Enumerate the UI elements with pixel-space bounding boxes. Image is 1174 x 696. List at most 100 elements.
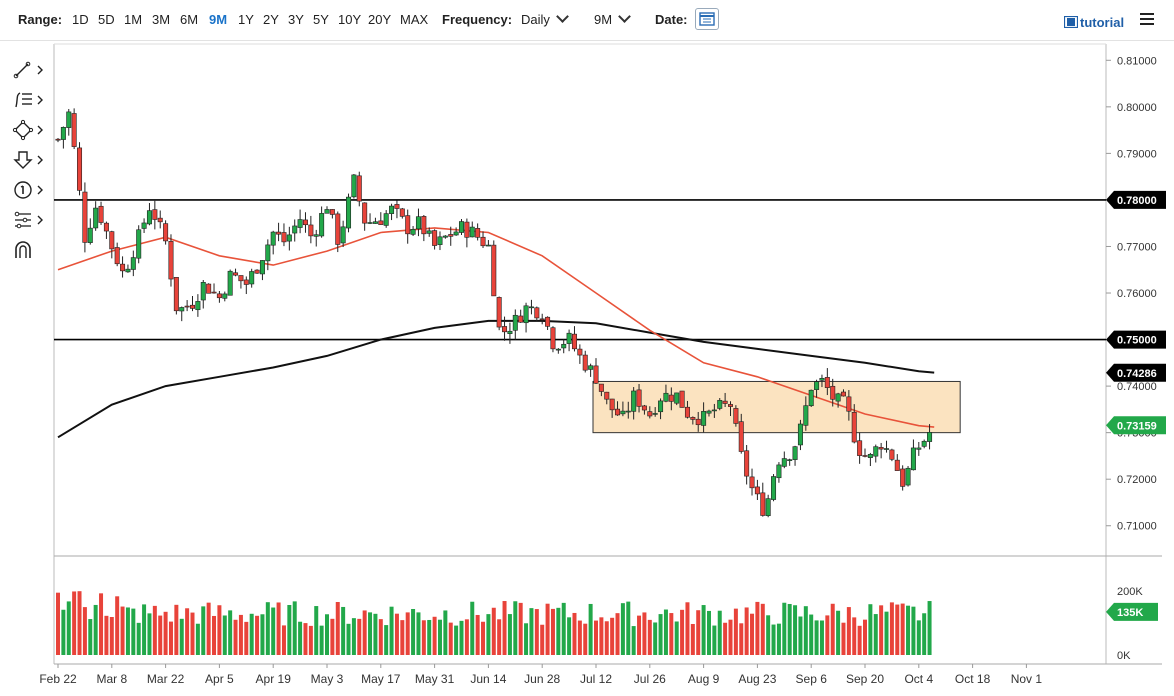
volume-bar [680,609,685,655]
volume-bar [470,601,475,655]
range-option-2y[interactable]: 2Y [263,12,279,27]
range-option-3m[interactable]: 3M [152,12,171,27]
range-option-3y[interactable]: 3Y [288,12,304,27]
volume-bar [260,614,265,655]
candle-down [539,318,545,321]
volume-bar [594,620,598,655]
range-option-6m[interactable]: 6M [180,12,199,27]
candle-down [571,333,577,350]
date-tick-label: Jun 28 [524,672,560,686]
volume-bar [524,623,529,655]
candle-up [485,244,491,247]
candle-up [921,440,927,447]
candle-down [593,365,599,384]
candle-up [340,226,346,244]
range-option-5y[interactable]: 5Y [313,12,329,27]
date-tick-label: Feb 22 [39,672,77,686]
volume-bar [104,615,109,655]
menu-icon[interactable] [1140,13,1154,27]
candle-down [830,385,836,400]
shape-tool[interactable] [12,119,48,141]
price-tick-label: 0.79000 [1117,148,1157,160]
frequency-value: Daily [521,12,550,27]
volume-bar [99,593,104,655]
candle-up [458,221,464,233]
volume-bar [346,623,351,655]
range-option-max[interactable]: MAX [400,12,429,27]
candle-up [835,393,841,402]
price-tick-label: 0.81000 [1117,55,1157,67]
price-marker-label: 0.75000 [1117,335,1157,347]
fib-tool-icon [15,92,43,108]
candle-up [93,207,99,229]
volume-bar [373,613,378,655]
candle-down [894,459,900,471]
volume-bar [66,601,71,655]
candle-down [577,348,583,356]
candle-down [335,213,341,245]
volume-bar [142,604,147,655]
range-option-1y[interactable]: 1Y [238,12,254,27]
date-tick-label: Sep 6 [796,672,828,686]
range-option-5d[interactable]: 5D [98,12,115,27]
volume-bar [152,605,157,655]
date-picker-button[interactable] [695,8,719,30]
fib-tool[interactable] [12,89,48,111]
frequency-label: Frequency: [442,12,513,27]
pitchfork-tool[interactable] [12,209,48,231]
candle-up [765,498,771,517]
candle-up [706,410,712,414]
date-tick-label: Mar 22 [147,672,185,686]
volume-bar [255,615,260,655]
candle-down [98,205,104,223]
candle-up [808,389,814,407]
volume-bar [841,622,846,655]
volume-bar [561,602,566,655]
candle-down [432,230,438,246]
frequency-select[interactable]: Daily [521,10,569,27]
volume-bar [771,624,776,655]
volume-bar [314,606,319,655]
range-option-20y[interactable]: 20Y [368,12,392,27]
volume-bar [238,614,243,655]
volume-bar [325,614,329,655]
volume-bar [335,602,340,655]
volume-bar [437,619,442,655]
volume-bar [916,620,921,655]
period-select[interactable]: 9M [594,10,631,27]
volume-bar [131,608,136,655]
candle-up [663,392,669,402]
range-option-1m[interactable]: 1M [124,12,143,27]
arrow-tool[interactable] [12,149,48,171]
candle-down [55,138,61,141]
volume-bar [174,604,179,655]
price-tick-label: 0.73000 [1117,428,1157,440]
price-marker-badge [1106,190,1166,209]
ma-slow-line [57,319,935,439]
volume-bar [685,602,690,655]
volume-bar [760,603,765,655]
magnet-tool[interactable] [12,239,48,261]
candle-down [302,219,308,226]
candle-up [324,209,330,214]
candle-up [711,409,717,412]
annotation-tool[interactable] [12,179,48,201]
range-option-1d[interactable]: 1D [72,12,89,27]
volume-bar [222,615,227,655]
volume-bar [384,625,389,655]
line-tool[interactable] [12,59,48,81]
tutorial-link[interactable]: tutorial [1063,15,1124,30]
volume-bar [825,615,830,655]
candle-down [738,421,744,452]
candle-up [469,226,475,238]
candle-up [658,400,664,413]
range-option-9m[interactable]: 9M [209,12,228,27]
volume-bar [889,602,894,655]
volume-bar [798,616,803,655]
candle-down [598,383,604,392]
range-option-10y[interactable]: 10Y [338,12,362,27]
candle-up [146,210,152,225]
range-label: Range: [18,12,63,27]
price-tick-label: 0.72000 [1117,474,1157,486]
